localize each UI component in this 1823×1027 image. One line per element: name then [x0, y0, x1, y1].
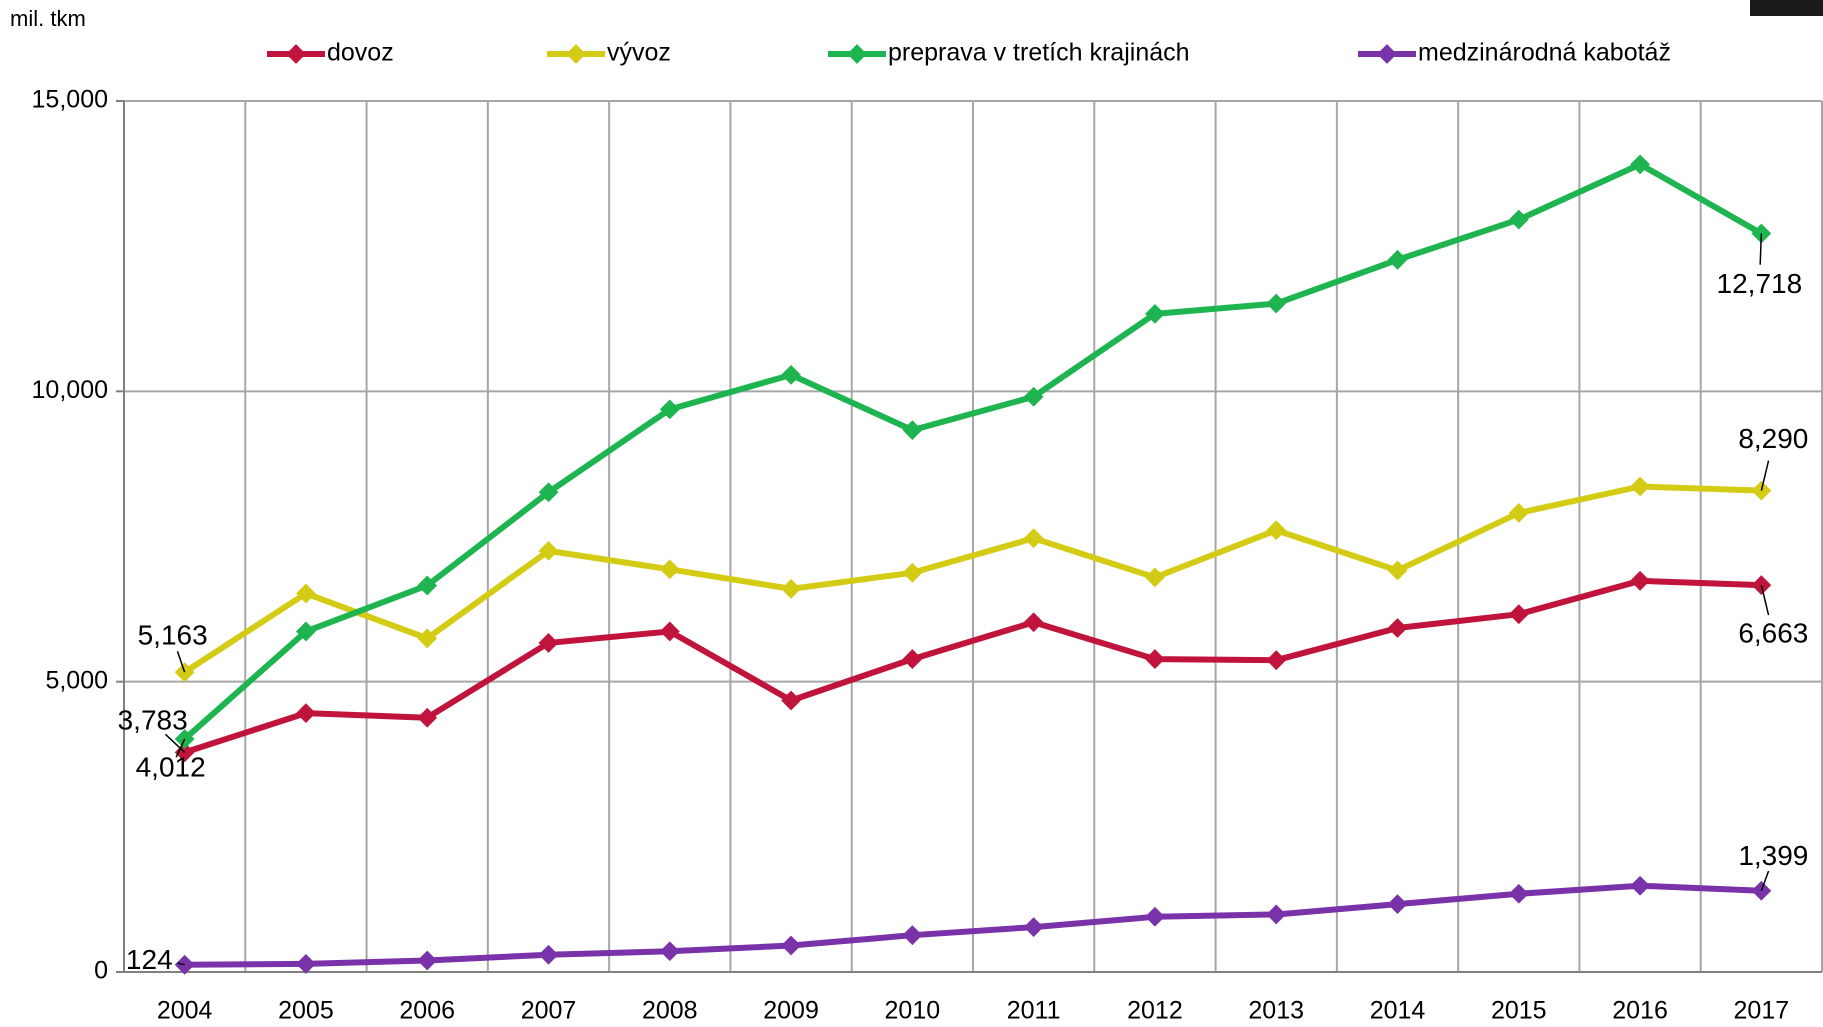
legend-label: vývoz	[607, 39, 671, 67]
point-marker	[902, 649, 923, 669]
label-leader	[1760, 584, 1770, 616]
point-marker	[296, 621, 316, 642]
point-marker	[1266, 904, 1287, 925]
point-marker	[781, 578, 801, 599]
point-marker	[1508, 604, 1529, 625]
y-axis-label: mil. tkm	[10, 6, 86, 31]
point-marker	[417, 628, 438, 649]
point-marker	[1630, 154, 1650, 175]
data-label: 5,163	[138, 620, 208, 651]
point-marker	[1266, 293, 1287, 314]
label-leader	[1759, 233, 1763, 265]
legend-marker	[566, 44, 586, 64]
data-label: 12,718	[1717, 268, 1803, 299]
point-marker	[781, 935, 801, 956]
point-marker	[1145, 567, 1165, 588]
legend-label: medzinárodná kabotáž	[1418, 39, 1671, 67]
series-line	[183, 577, 1762, 756]
point-marker	[1508, 503, 1529, 523]
point-marker	[417, 707, 438, 728]
point-marker	[538, 541, 559, 561]
point-marker	[538, 633, 559, 653]
point-marker	[902, 925, 923, 946]
label-leader	[177, 962, 185, 966]
x-tick-label: 2011	[1007, 997, 1061, 1025]
point-marker	[659, 621, 680, 642]
point-marker	[1266, 520, 1287, 541]
point-marker	[1387, 894, 1408, 915]
label-leader	[175, 738, 186, 758]
label-leader	[164, 733, 186, 753]
x-tick-label: 2005	[278, 997, 334, 1025]
data-label: 124	[126, 944, 173, 975]
legend-label: dovoz	[327, 39, 394, 67]
point-marker	[296, 703, 316, 724]
point-marker	[296, 954, 316, 974]
point-marker	[417, 950, 438, 971]
x-tick-label: 2014	[1370, 997, 1426, 1025]
series-line	[182, 161, 1763, 742]
legend-marker	[1377, 44, 1397, 64]
point-marker	[1630, 875, 1650, 896]
series-line	[183, 483, 1762, 675]
x-tick-label: 2015	[1491, 997, 1547, 1025]
point-marker	[1266, 650, 1287, 671]
data-label: 6,663	[1738, 617, 1808, 648]
point-marker	[1630, 570, 1650, 591]
x-tick-label: 2012	[1127, 997, 1183, 1025]
label-leader	[176, 650, 186, 673]
point-marker	[1387, 618, 1408, 638]
legend-marker	[286, 44, 306, 64]
point-marker	[1387, 249, 1408, 270]
point-marker	[902, 420, 923, 441]
x-tick-label: 2007	[521, 997, 577, 1025]
x-tick-label: 2008	[642, 997, 698, 1025]
x-tick-label: 2013	[1248, 997, 1304, 1025]
point-marker	[781, 364, 801, 385]
point-marker	[1023, 528, 1044, 549]
point-marker	[417, 575, 438, 596]
y-tick-label: 0	[94, 957, 108, 985]
x-tick-label: 2017	[1734, 997, 1790, 1025]
y-tick-label: 15,000	[32, 86, 108, 114]
point-marker	[1387, 560, 1408, 581]
point-marker	[538, 944, 559, 965]
x-tick-label: 2009	[763, 997, 819, 1025]
data-label: 4,012	[136, 751, 206, 782]
x-tick-label: 2004	[157, 997, 213, 1025]
point-marker	[1023, 917, 1044, 938]
point-marker	[1630, 476, 1650, 497]
point-marker	[1145, 303, 1165, 324]
point-marker	[1145, 649, 1165, 669]
point-marker	[1508, 209, 1529, 230]
data-label: 8,290	[1738, 423, 1808, 454]
data-label: 1,399	[1738, 840, 1808, 871]
y-tick-label: 5,000	[45, 666, 108, 694]
point-marker	[296, 583, 316, 604]
corner-image	[1750, 0, 1823, 16]
legend-label: preprava v tretích krajinách	[888, 39, 1190, 67]
x-tick-label: 2016	[1612, 997, 1668, 1025]
point-marker	[781, 690, 801, 711]
data-label: 3,783	[118, 705, 188, 736]
series-line	[184, 882, 1762, 968]
x-tick-label: 2010	[885, 997, 941, 1025]
label-leader	[1760, 460, 1770, 491]
x-tick-label: 2006	[399, 997, 455, 1025]
point-marker	[902, 562, 923, 583]
legend-marker	[847, 44, 867, 64]
point-marker	[659, 559, 680, 580]
label-leader	[1760, 870, 1770, 892]
point-marker	[659, 399, 680, 420]
point-marker	[1508, 883, 1529, 904]
point-marker	[659, 941, 680, 962]
point-marker	[538, 482, 559, 503]
y-tick-label: 10,000	[32, 376, 108, 404]
point-marker	[1145, 906, 1165, 927]
point-marker	[1023, 612, 1044, 633]
point-marker	[1023, 386, 1044, 407]
